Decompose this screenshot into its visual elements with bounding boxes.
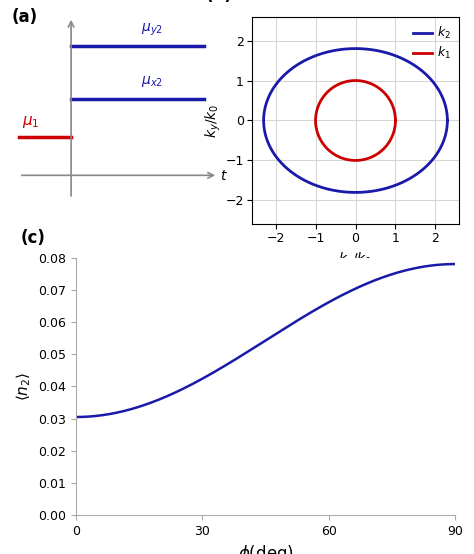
- X-axis label: $k_x/k_0$: $k_x/k_0$: [338, 250, 373, 268]
- Legend: $k_2$, $k_1$: $k_2$, $k_1$: [410, 23, 453, 64]
- Text: (c): (c): [21, 229, 46, 247]
- Text: $\mu_{y2}$: $\mu_{y2}$: [141, 22, 163, 38]
- Text: $\mu_1$: $\mu_1$: [22, 115, 40, 130]
- Y-axis label: $\langle n_2 \rangle$: $\langle n_2 \rangle$: [14, 372, 33, 401]
- Text: $t$: $t$: [220, 170, 228, 183]
- Text: (a): (a): [12, 8, 38, 26]
- X-axis label: $\phi$(deg): $\phi$(deg): [237, 543, 293, 554]
- Text: $\mu_{x2}$: $\mu_{x2}$: [141, 74, 163, 89]
- Text: (b): (b): [206, 0, 233, 4]
- Y-axis label: $k_y/k_0$: $k_y/k_0$: [203, 103, 223, 138]
